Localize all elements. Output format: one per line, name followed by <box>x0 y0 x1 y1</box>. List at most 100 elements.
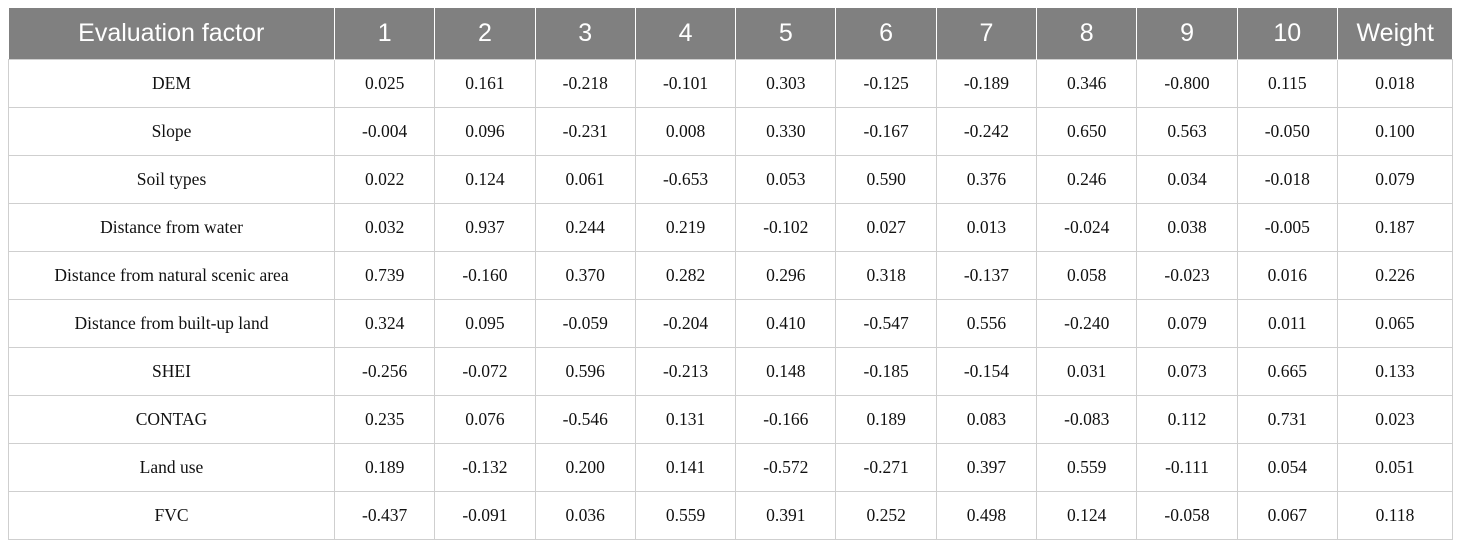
loading-cell: 0.303 <box>735 59 837 108</box>
loading-cell: -0.167 <box>835 107 937 156</box>
weight-cell: 0.051 <box>1336 443 1453 492</box>
loading-cell: 0.053 <box>735 155 837 204</box>
loading-cell: 0.189 <box>835 395 937 444</box>
loading-cell: 0.031 <box>1036 347 1138 396</box>
loading-cell: 0.252 <box>835 491 937 540</box>
loading-cell: -0.101 <box>634 59 737 108</box>
loading-cell: 0.061 <box>534 155 636 204</box>
loading-cell: 0.148 <box>735 347 837 396</box>
loading-cell: -0.546 <box>534 395 636 444</box>
loading-cell: 0.083 <box>935 395 1038 444</box>
loading-cell: -0.271 <box>835 443 937 492</box>
loading-cell: -0.058 <box>1136 491 1238 540</box>
loading-cell: -0.204 <box>634 299 737 348</box>
loading-cell: 0.596 <box>534 347 636 396</box>
loading-cell: 0.022 <box>333 155 436 204</box>
loading-cell: -0.166 <box>735 395 837 444</box>
loading-cell: -0.572 <box>735 443 837 492</box>
loading-cell: 0.391 <box>735 491 837 540</box>
header-evaluation-factor: Evaluation factor <box>8 8 335 60</box>
factor-name-cell: FVC <box>8 491 335 540</box>
loading-cell: 0.189 <box>333 443 436 492</box>
loading-cell: 0.731 <box>1236 395 1338 444</box>
loading-cell: -0.185 <box>835 347 937 396</box>
loading-cell: 0.219 <box>634 203 737 252</box>
table-row: SHEI -0.256 -0.072 0.596 -0.213 0.148 -0.185 -0… <box>8 347 1453 396</box>
loading-cell: -0.213 <box>634 347 737 396</box>
loading-cell: 0.296 <box>735 251 837 300</box>
header-component-10: 10 <box>1237 8 1338 60</box>
loading-cell: -0.800 <box>1136 59 1238 108</box>
loading-cell: 0.498 <box>935 491 1038 540</box>
loading-cell: 0.590 <box>835 155 937 204</box>
loading-cell: 0.095 <box>434 299 536 348</box>
factor-name-cell: Distance from natural scenic area <box>8 251 335 300</box>
loading-cell: 0.665 <box>1236 347 1338 396</box>
loading-cell: 0.076 <box>434 395 536 444</box>
table-row: Slope -0.004 0.096 -0.231 0.008 0.330 -0.167 -0… <box>8 107 1453 156</box>
loading-cell: -0.240 <box>1036 299 1138 348</box>
loading-cell: 0.067 <box>1236 491 1338 540</box>
loading-cell: 0.008 <box>634 107 737 156</box>
loading-cell: 0.739 <box>333 251 436 300</box>
loading-cell: 0.370 <box>534 251 636 300</box>
loading-cell: 0.141 <box>634 443 737 492</box>
loading-cell: -0.023 <box>1136 251 1238 300</box>
loading-cell: 0.282 <box>634 251 737 300</box>
factor-name-cell: Distance from water <box>8 203 335 252</box>
loading-cell: 0.096 <box>434 107 536 156</box>
loading-cell: 0.330 <box>735 107 837 156</box>
loading-cell: -0.256 <box>333 347 436 396</box>
loading-cell: -0.018 <box>1236 155 1338 204</box>
factor-name-cell: Distance from built-up land <box>8 299 335 348</box>
loading-cell: -0.102 <box>735 203 837 252</box>
loading-cell: 0.038 <box>1136 203 1238 252</box>
header-component-8: 8 <box>1036 8 1138 60</box>
table-row: DEM 0.025 0.161 -0.218 -0.101 0.303 -0.125 -0.1… <box>8 59 1453 108</box>
loading-cell: 0.244 <box>534 203 636 252</box>
table-header-row: Evaluation factor 1 2 3 4 5 6 7 8 9 10 W… <box>8 8 1453 60</box>
loading-cell: 0.034 <box>1136 155 1238 204</box>
table-row: Distance from natural scenic area 0.739 -0… <box>8 251 1453 300</box>
loading-cell: -0.160 <box>434 251 536 300</box>
loading-cell: 0.112 <box>1136 395 1238 444</box>
loading-cell: 0.397 <box>935 443 1038 492</box>
loading-cell: -0.004 <box>333 107 436 156</box>
loading-cell: 0.556 <box>935 299 1038 348</box>
loading-cell: -0.154 <box>935 347 1038 396</box>
loading-cell: -0.059 <box>534 299 636 348</box>
weight-cell: 0.133 <box>1336 347 1453 396</box>
loading-cell: -0.091 <box>434 491 536 540</box>
weight-cell: 0.100 <box>1336 107 1453 156</box>
loading-cell: -0.137 <box>935 251 1038 300</box>
loading-cell: 0.161 <box>434 59 536 108</box>
factor-name-cell: Soil types <box>8 155 335 204</box>
table-row: Distance from built-up land 0.324 0.095 -0.… <box>8 299 1453 348</box>
weight-cell: 0.118 <box>1336 491 1453 540</box>
header-weight: Weight <box>1337 8 1453 60</box>
loading-cell: 0.324 <box>333 299 436 348</box>
loading-cell: -0.437 <box>333 491 436 540</box>
header-component-6: 6 <box>835 8 937 60</box>
weight-cell: 0.018 <box>1336 59 1453 108</box>
loading-cell: -0.111 <box>1136 443 1238 492</box>
loading-cell: 0.563 <box>1136 107 1238 156</box>
loading-cell: 0.346 <box>1036 59 1138 108</box>
loading-cell: 0.054 <box>1236 443 1338 492</box>
weight-cell: 0.023 <box>1336 395 1453 444</box>
loading-cell: -0.083 <box>1036 395 1138 444</box>
weight-cell: 0.065 <box>1336 299 1453 348</box>
loading-cell: 0.124 <box>1036 491 1138 540</box>
weight-cell: 0.079 <box>1336 155 1453 204</box>
evaluation-factor-table: Evaluation factor 1 2 3 4 5 6 7 8 9 10 W… <box>8 8 1453 540</box>
loading-cell: 0.318 <box>835 251 937 300</box>
table-row: Soil types 0.022 0.124 0.061 -0.653 0.053 0.59… <box>8 155 1453 204</box>
factor-name-cell: Land use <box>8 443 335 492</box>
factor-name-cell: CONTAG <box>8 395 335 444</box>
loading-cell: 0.011 <box>1236 299 1338 348</box>
loading-cell: 0.246 <box>1036 155 1138 204</box>
loading-cell: 0.115 <box>1236 59 1338 108</box>
loading-cell: -0.024 <box>1036 203 1138 252</box>
table-row: FVC -0.437 -0.091 0.036 0.559 0.391 0.252 0.498… <box>8 491 1453 540</box>
loading-cell: 0.376 <box>935 155 1038 204</box>
